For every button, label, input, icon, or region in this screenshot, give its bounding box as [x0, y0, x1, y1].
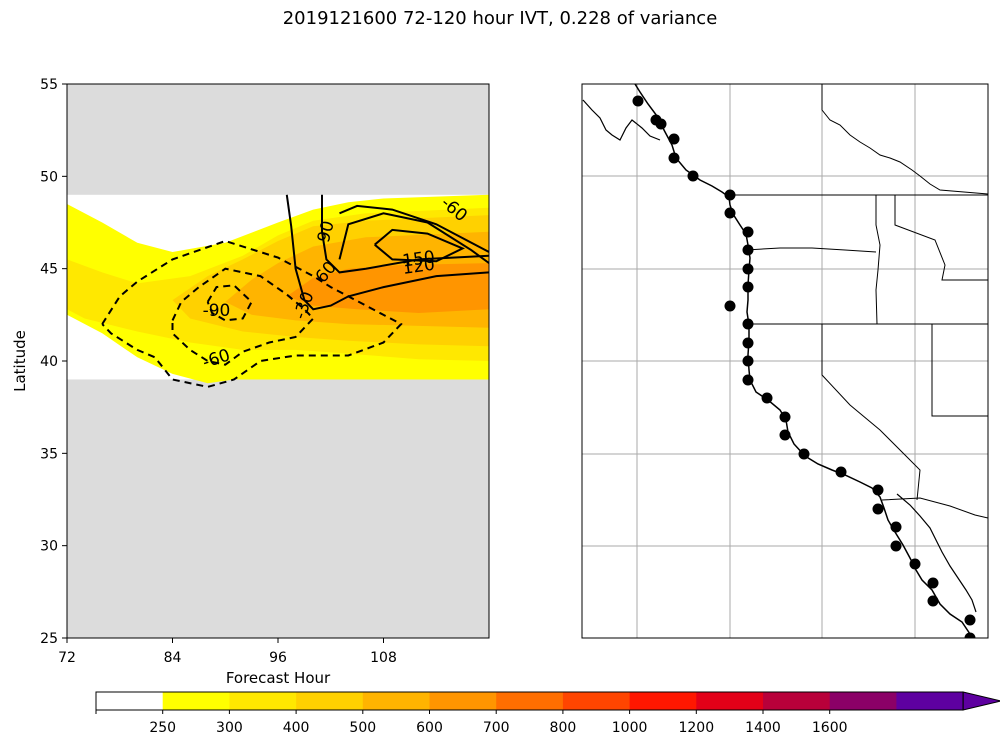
colorbar-segment [629, 692, 697, 710]
contour-label: 120 [401, 255, 436, 279]
contour-line-90 [339, 204, 489, 253]
colorbar-segment [696, 692, 764, 710]
colorbar-tick-label: 1000 [612, 720, 648, 736]
y-tick-label: 40 [40, 354, 58, 370]
contour-label: 150 [401, 247, 436, 271]
y-tick-label: 50 [40, 169, 58, 185]
station-marker [742, 226, 754, 238]
station-marker [632, 95, 644, 107]
x-tick-label: 96 [269, 650, 287, 666]
colorbar-segment [763, 692, 831, 710]
colorbar-segment [296, 692, 364, 710]
colorbar-segment [96, 692, 164, 710]
station-marker [742, 374, 754, 386]
contour-label: -90 [203, 301, 231, 321]
state-border [875, 195, 881, 325]
y-axis-label: Latitude [11, 330, 29, 392]
figure-title: 2019121600 72-120 hour IVT, 0.228 of var… [282, 8, 718, 29]
y-tick-label: 55 [40, 77, 58, 93]
station-marker [742, 355, 754, 367]
state-border [745, 247, 877, 253]
colorbar-segment [562, 692, 631, 710]
station-marker [927, 577, 939, 589]
y-tick-label: 25 [40, 631, 58, 647]
colorbar-tick-label: 600 [416, 720, 443, 736]
contour-line-neg60 [101, 239, 403, 388]
colorbar: 250 300 400 500 600 700 800 1000 1200 1400 1600 [95, 691, 1000, 736]
colorbar-tick-label: 300 [216, 720, 243, 736]
contour-line-30 [285, 194, 489, 311]
station-marker [890, 521, 902, 533]
station-marker [724, 300, 736, 312]
station-marker [742, 263, 754, 275]
state-border [931, 324, 988, 417]
colorbar-segment [229, 692, 297, 710]
station-marker [798, 448, 810, 460]
colorbar-tick-label: 800 [550, 720, 577, 736]
colorbar-extend-arrow [962, 691, 1000, 711]
island-coast [582, 99, 661, 141]
colorbar-tick-label: 250 [149, 720, 176, 736]
station-marker [835, 466, 847, 478]
x-tick-label: 72 [58, 650, 76, 666]
colorbar-tick-label: 1400 [745, 720, 781, 736]
station-marker [872, 484, 884, 496]
colorbar-segment [429, 692, 497, 710]
y-tick-label: 30 [40, 539, 58, 555]
station-marker [742, 337, 754, 349]
station-marker [761, 392, 773, 404]
station-marker [927, 595, 939, 607]
x-tick-label: 108 [370, 650, 397, 666]
station-marker [687, 170, 699, 182]
station-marker [779, 429, 791, 441]
colorbar-tick-label: 500 [349, 720, 376, 736]
contour-line-neg90 [171, 267, 315, 366]
colorbar-tick-label: 1600 [812, 720, 848, 736]
colorbar-frame [95, 691, 964, 711]
station-marker [742, 318, 754, 330]
colorbar-segment [496, 692, 564, 710]
station-marker [668, 152, 680, 164]
state-border [894, 195, 988, 281]
station-marker [964, 632, 976, 638]
colorbar-tick-label: 700 [483, 720, 510, 736]
map [582, 84, 988, 638]
province-border [821, 84, 988, 195]
map-frame [581, 83, 989, 639]
x-axis-label: Forecast Hour [226, 669, 331, 687]
station-marker [890, 540, 902, 552]
station-marker [964, 614, 976, 626]
state-border [881, 497, 988, 519]
station-marker [742, 281, 754, 293]
colorbar-segment [362, 692, 430, 710]
colorbar-segment [162, 692, 230, 710]
station-marker [724, 207, 736, 219]
y-tick-label: 45 [40, 262, 58, 278]
contour-line-150 [374, 228, 466, 263]
gulf-coast [896, 493, 977, 613]
state-border [821, 324, 921, 501]
station-marker [668, 133, 680, 145]
station-marker [909, 558, 921, 570]
station-marker [742, 244, 754, 256]
x-tick-label: 84 [164, 650, 182, 666]
colorbar-segment [829, 692, 897, 710]
colorbar-segment [896, 692, 964, 710]
station-marker [724, 189, 736, 201]
y-tick-label: 35 [40, 446, 58, 462]
station-marker [655, 118, 667, 130]
contour-line-120 [338, 212, 489, 264]
station-marker [872, 503, 884, 515]
contour-line-neg90 [206, 284, 253, 322]
contour-line-60 [321, 194, 489, 274]
colorbar-tick-label: 1200 [678, 720, 714, 736]
station-marker [779, 411, 791, 423]
colorbar-tick-label: 400 [283, 720, 310, 736]
